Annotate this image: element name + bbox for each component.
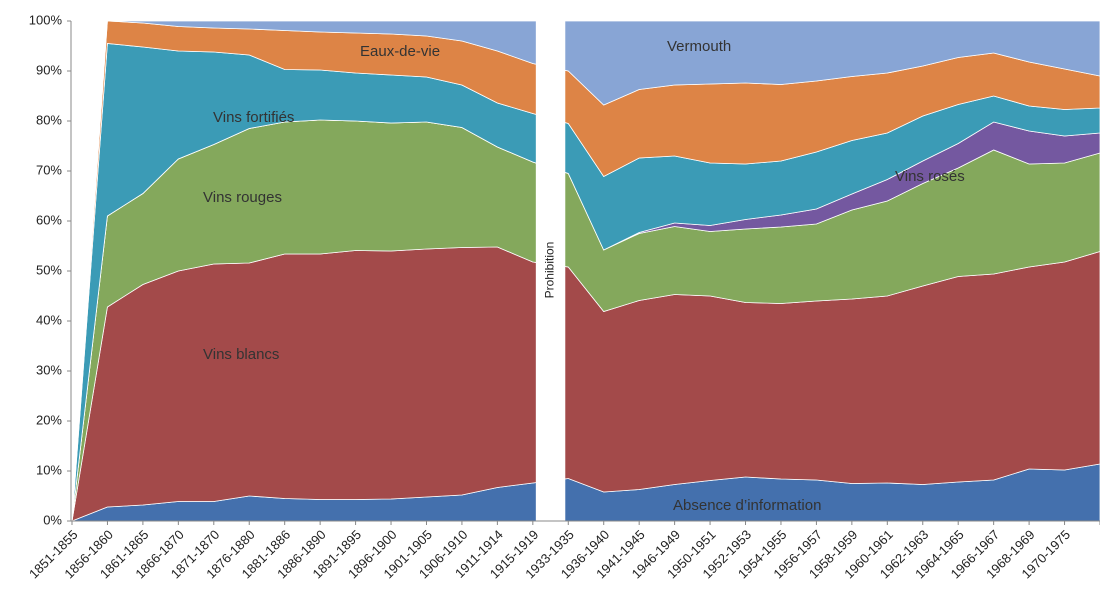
- y-tick-label: 50%: [36, 262, 62, 277]
- y-tick-label: 90%: [36, 62, 62, 77]
- annotation: Prohibition: [543, 242, 557, 299]
- series-label: Vins fortifiés: [213, 109, 294, 126]
- series-label: Vins rouges: [203, 189, 282, 206]
- y-tick-label: 20%: [36, 412, 62, 427]
- series-label: Vins rosés: [895, 168, 965, 185]
- y-tick-label: 30%: [36, 362, 62, 377]
- y-tick-label: 80%: [36, 112, 62, 127]
- y-tick-label: 40%: [36, 312, 62, 327]
- y-tick-label: 100%: [29, 12, 63, 27]
- series-label: Vermouth: [667, 38, 731, 55]
- series-label: Vins blancs: [203, 346, 279, 363]
- y-tick-label: 60%: [36, 212, 62, 227]
- series-label: Absence d’information: [673, 497, 821, 514]
- prohibition-band: [535, 20, 566, 521]
- y-tick-label: 0%: [43, 512, 62, 527]
- y-tick-label: 70%: [36, 162, 62, 177]
- y-tick-label: 10%: [36, 462, 62, 477]
- area: [71, 20, 1100, 522]
- series-label: Eaux-de-vie: [360, 43, 440, 60]
